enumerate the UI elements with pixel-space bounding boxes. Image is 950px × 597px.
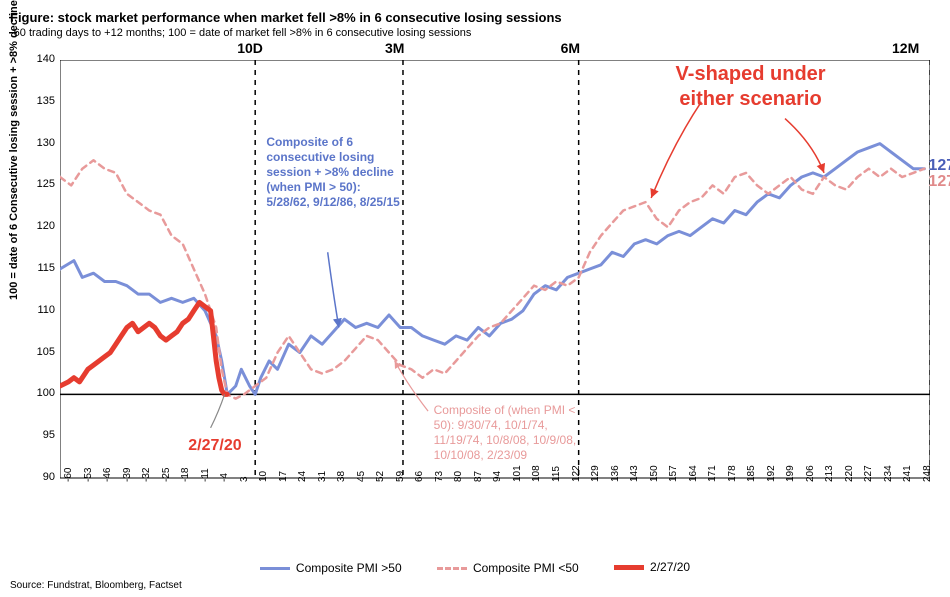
ytick: 130 (25, 137, 55, 149)
xtick: 31 (317, 471, 328, 482)
xtick: 17 (278, 471, 289, 482)
xtick: 38 (336, 471, 347, 482)
ytick: 120 (25, 220, 55, 232)
xtick: 164 (688, 465, 699, 482)
xtick: 171 (707, 465, 718, 482)
xtick: 206 (805, 465, 816, 482)
annotation-red-date: 2/27/20 (188, 436, 241, 456)
legend-label: Composite PMI >50 (296, 561, 402, 575)
xtick: 234 (883, 465, 894, 482)
xtick: -39 (122, 468, 133, 482)
title-block: Figure: stock market performance when ma… (0, 0, 950, 39)
xtick: 3 (239, 476, 250, 482)
swatch-blue (260, 567, 290, 570)
xtick: 199 (785, 465, 796, 482)
xtick: 10 (258, 471, 269, 482)
legend-item-blue: Composite PMI >50 (260, 561, 402, 575)
legend-item-pink: Composite PMI <50 (437, 561, 579, 575)
xtick: 178 (727, 465, 738, 482)
ytick: 100 (25, 387, 55, 399)
ytick: 105 (25, 346, 55, 358)
xtick: -11 (200, 468, 211, 482)
xtick: 45 (356, 471, 367, 482)
ytick: 95 (25, 429, 55, 441)
vline-label: 3M (385, 40, 404, 56)
vline-label: 6M (561, 40, 580, 56)
swatch-red (614, 565, 644, 570)
xtick: 94 (492, 471, 503, 482)
figure-subtitle: -60 trading days to +12 months; 100 = da… (10, 27, 950, 39)
xtick: 101 (512, 465, 523, 482)
xtick: 115 (551, 466, 562, 482)
xtick: 122 (571, 465, 582, 482)
chart-area: 9095100105110115120125130135140-60-53-46… (60, 60, 930, 520)
xtick: -53 (83, 468, 94, 482)
swatch-pink (437, 567, 467, 570)
xtick: 136 (610, 465, 621, 482)
xtick: 129 (590, 465, 601, 482)
ytick: 135 (25, 95, 55, 107)
xtick: -18 (180, 468, 191, 482)
ytick: 110 (25, 304, 55, 316)
annotation-red-title: V-shaped under either scenario (646, 62, 856, 112)
xtick: 157 (668, 465, 679, 482)
annotation-blue: Composite of 6 consecutive losing sessio… (266, 135, 406, 210)
xtick: 59 (395, 471, 406, 482)
xtick: 248 (922, 465, 933, 482)
xtick: -46 (102, 468, 113, 482)
legend-label: 2/27/20 (650, 560, 690, 574)
xtick: 241 (902, 465, 913, 482)
xtick: 66 (414, 471, 425, 482)
xtick: 24 (297, 471, 308, 482)
series-end-label: 127 (928, 173, 950, 191)
source-text: Source: Fundstrat, Bloomberg, Factset (10, 580, 182, 591)
ytick: 115 (25, 262, 55, 274)
xtick: 80 (453, 471, 464, 482)
vline-label: 10D (237, 40, 263, 56)
xtick: -4 (219, 473, 230, 482)
ytick: 90 (25, 471, 55, 483)
xtick: 143 (629, 465, 640, 482)
figure-title: Figure: stock market performance when ma… (10, 10, 950, 25)
xtick: 108 (531, 465, 542, 482)
ytick: 140 (25, 53, 55, 65)
annotation-pink: Composite of (when PMI < 50): 9/30/74, 1… (434, 403, 584, 463)
ytick: 125 (25, 178, 55, 190)
xtick: -25 (161, 468, 172, 482)
y-axis-label: 100 = date of 6 Consecutive losing sessi… (8, 0, 20, 300)
vline-label: 12M (892, 40, 919, 56)
xtick: 192 (766, 465, 777, 482)
xtick: 227 (863, 465, 874, 482)
xtick: 52 (375, 471, 386, 482)
xtick: 150 (649, 465, 660, 482)
xtick: 73 (434, 471, 445, 482)
xtick: 220 (844, 465, 855, 482)
legend-label: Composite PMI <50 (473, 561, 579, 575)
legend-item-red: 2/27/20 (614, 560, 690, 574)
xtick: 213 (824, 465, 835, 482)
legend: Composite PMI >50 Composite PMI <50 2/27… (0, 559, 950, 576)
xtick: 185 (746, 465, 757, 482)
xtick: -60 (63, 468, 74, 482)
xtick: 87 (473, 471, 484, 482)
xtick: -32 (141, 468, 152, 482)
